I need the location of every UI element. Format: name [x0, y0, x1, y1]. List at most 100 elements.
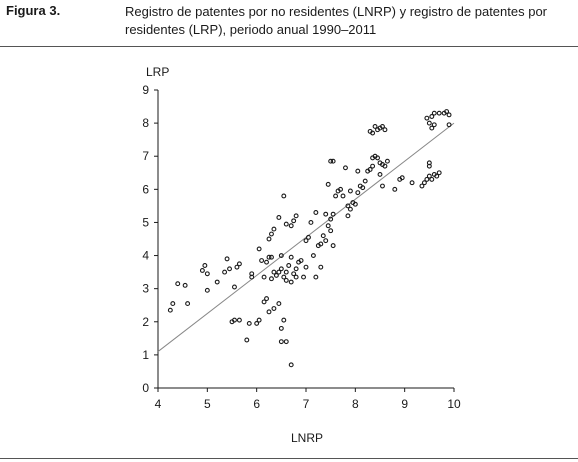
data-point	[266, 236, 272, 242]
data-point	[222, 269, 228, 275]
data-point	[273, 272, 279, 278]
data-point	[370, 163, 376, 169]
data-point	[298, 258, 304, 263]
data-point	[434, 173, 440, 179]
data-point	[345, 213, 351, 219]
y-tick-label: 1	[142, 348, 149, 362]
data-point	[330, 243, 336, 249]
chart-axes: 0 1 2 3 4 5 6 7 8 9 4 5 6 7 8 9 10	[142, 83, 461, 411]
data-point	[328, 228, 334, 234]
data-point	[419, 183, 425, 189]
data-point	[355, 190, 361, 196]
data-point	[246, 320, 252, 326]
data-point	[343, 165, 348, 171]
data-point	[301, 274, 306, 280]
data-point	[170, 301, 176, 307]
data-point	[254, 320, 260, 326]
data-point	[269, 276, 274, 282]
data-point	[382, 127, 388, 133]
data-point	[325, 181, 331, 187]
data-point	[185, 301, 191, 307]
data-point	[214, 279, 220, 285]
data-point	[227, 266, 232, 272]
data-point	[421, 180, 427, 186]
data-point	[330, 158, 336, 164]
data-point	[338, 186, 343, 192]
points-group	[167, 109, 452, 368]
data-point	[288, 279, 294, 285]
figure-caption: Registro de patentes por no residentes (…	[125, 4, 548, 37]
data-point	[249, 271, 255, 277]
data-point	[278, 253, 284, 259]
data-point	[232, 284, 237, 290]
data-point	[308, 219, 314, 225]
data-point	[288, 254, 294, 260]
data-point	[266, 309, 272, 315]
data-point	[320, 233, 326, 239]
data-point	[199, 268, 205, 273]
data-point	[325, 223, 331, 229]
data-point	[271, 226, 277, 232]
data-point	[293, 274, 299, 280]
data-point	[175, 281, 181, 287]
data-point	[283, 269, 289, 275]
data-point	[424, 176, 430, 182]
data-point	[375, 155, 380, 161]
data-point	[426, 160, 432, 166]
data-point	[424, 115, 430, 121]
data-point	[281, 193, 287, 199]
data-point	[431, 122, 437, 128]
data-point	[431, 110, 437, 116]
data-point	[313, 274, 319, 280]
data-point	[293, 213, 299, 219]
data-point	[313, 210, 319, 215]
data-point	[446, 112, 452, 118]
data-point	[429, 114, 435, 119]
data-point	[271, 269, 277, 275]
data-point	[318, 264, 324, 270]
data-point	[293, 266, 299, 272]
x-tick-label: 6	[253, 397, 260, 411]
y-tick-label: 5	[142, 215, 149, 229]
x-tick-label: 9	[401, 397, 408, 411]
data-point	[278, 266, 284, 272]
data-point	[281, 274, 287, 280]
figure-label: Figura 3.	[6, 3, 61, 18]
data-point	[224, 256, 230, 262]
bottom-rule	[0, 458, 578, 459]
data-point	[323, 238, 329, 244]
data-point	[333, 193, 339, 199]
data-point	[286, 263, 292, 268]
data-point	[328, 158, 334, 164]
data-point	[444, 109, 450, 114]
data-point	[204, 271, 210, 277]
data-point	[288, 362, 294, 368]
data-point	[283, 277, 289, 283]
data-point	[256, 246, 262, 252]
data-point	[276, 215, 282, 220]
data-point	[362, 178, 368, 184]
data-point	[355, 168, 361, 174]
data-point	[236, 317, 242, 323]
data-point	[429, 176, 435, 182]
data-point	[310, 253, 316, 259]
data-point	[204, 287, 210, 293]
data-point	[446, 122, 452, 128]
data-point	[278, 325, 284, 331]
data-point	[269, 254, 274, 260]
data-point	[182, 282, 188, 288]
x-tick-label: 4	[155, 397, 162, 411]
data-point	[380, 123, 385, 129]
data-point	[261, 299, 267, 305]
data-point	[360, 185, 366, 191]
data-point	[340, 193, 346, 199]
data-point	[328, 216, 334, 222]
data-point	[256, 317, 262, 323]
data-point	[429, 125, 435, 131]
data-point	[352, 201, 358, 207]
data-point	[291, 218, 297, 224]
y-tick-label: 3	[142, 282, 149, 296]
fit-line	[157, 122, 455, 352]
data-point	[278, 339, 284, 345]
y-tick-label: 7	[142, 149, 149, 163]
